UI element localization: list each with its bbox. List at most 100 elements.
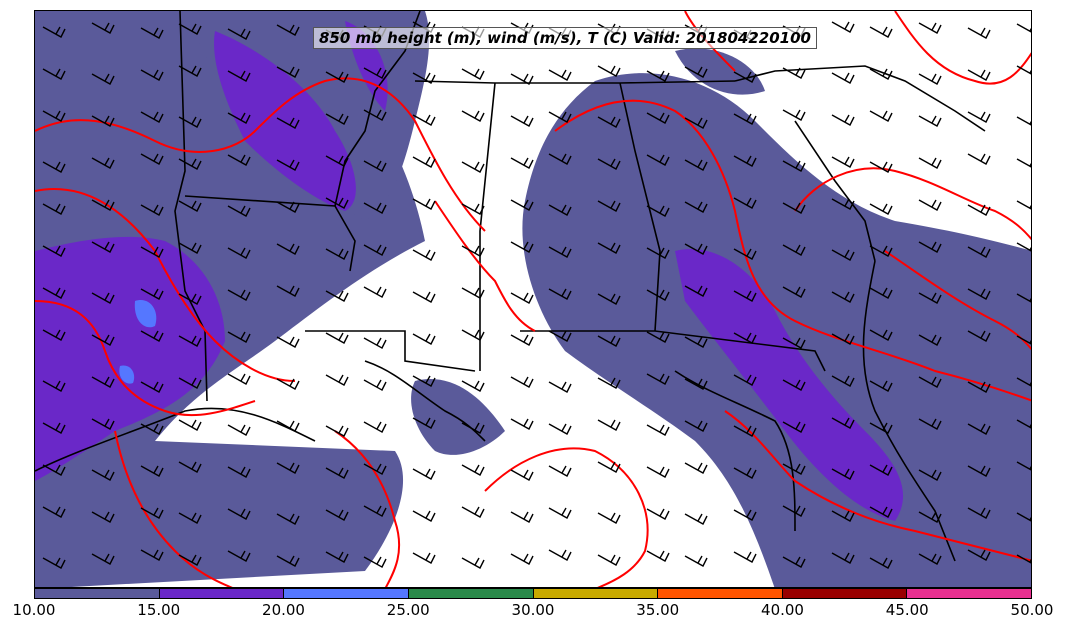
wind-barb bbox=[597, 419, 621, 431]
wind-barb bbox=[782, 463, 806, 475]
wind-barb bbox=[918, 511, 942, 523]
wind-barb bbox=[510, 469, 534, 481]
wind-barb bbox=[227, 28, 251, 40]
wind-barb bbox=[646, 331, 670, 343]
wind-barb bbox=[140, 153, 164, 165]
wind-barb bbox=[1016, 23, 1031, 33]
wind-barb bbox=[510, 157, 534, 169]
wind-barb bbox=[325, 332, 349, 344]
wind-barb bbox=[831, 198, 855, 210]
wind-barb bbox=[42, 161, 66, 173]
wind-barb bbox=[461, 161, 485, 173]
wind-barb bbox=[1016, 158, 1031, 168]
colorbar-tick-labels: 10.00 15.00 20.00 25.00 30.00 35.00 40.00 45.00… bbox=[0, 601, 1065, 627]
temperature-contour bbox=[484, 447, 649, 587]
wind-barb bbox=[733, 374, 757, 386]
temperature-contour bbox=[724, 410, 1031, 562]
wind-barb bbox=[597, 335, 621, 347]
wind-barb bbox=[91, 115, 115, 127]
wind-barb bbox=[967, 27, 991, 39]
wind-barb bbox=[178, 461, 202, 473]
wind-barb bbox=[684, 243, 708, 255]
wind-barb bbox=[227, 508, 251, 520]
wind-barb bbox=[831, 417, 855, 429]
wind-barb bbox=[91, 418, 115, 430]
wind-barb bbox=[869, 110, 893, 122]
wind-barb bbox=[918, 241, 942, 253]
wind-barb bbox=[869, 557, 893, 569]
wind-barb bbox=[684, 66, 708, 78]
wind-barb bbox=[548, 423, 572, 435]
colorbar-segment bbox=[658, 589, 783, 598]
wind-barb bbox=[967, 246, 991, 258]
wind-barb bbox=[782, 556, 806, 568]
shade-region-gulf bbox=[411, 379, 505, 455]
wind-barb bbox=[967, 507, 991, 519]
wind-barb bbox=[869, 287, 893, 299]
wind-barb bbox=[684, 336, 708, 348]
wind-barb bbox=[1016, 335, 1031, 345]
wind-barb bbox=[733, 551, 757, 563]
wind-barb bbox=[461, 287, 485, 299]
wind-barb bbox=[548, 111, 572, 123]
wind-barb bbox=[227, 154, 251, 166]
wind-barb bbox=[733, 332, 757, 344]
wind-barb bbox=[140, 27, 164, 39]
wind-barb bbox=[869, 329, 893, 341]
wind-barb bbox=[510, 376, 534, 388]
wind-barb bbox=[684, 201, 708, 213]
wind-barb bbox=[227, 466, 251, 478]
wind-barb bbox=[831, 375, 855, 387]
wind-barb bbox=[918, 334, 942, 346]
wind-barb bbox=[646, 289, 670, 301]
wind-barb bbox=[918, 199, 942, 211]
wind-barb bbox=[733, 467, 757, 479]
wind-barb bbox=[1016, 512, 1031, 522]
wind-barb bbox=[178, 242, 202, 254]
wind-barb bbox=[325, 248, 349, 260]
wind-barb bbox=[325, 425, 349, 437]
wind-barb bbox=[276, 243, 300, 255]
wind-barb bbox=[548, 507, 572, 519]
wind-barb bbox=[684, 555, 708, 567]
wind-barb bbox=[91, 469, 115, 481]
wind-barb bbox=[782, 109, 806, 121]
wind-barb bbox=[831, 72, 855, 84]
colorbar-segment bbox=[159, 589, 285, 598]
wind-barb bbox=[412, 72, 436, 84]
wind-barb bbox=[684, 285, 708, 297]
colorbar bbox=[34, 588, 1032, 599]
wind-barb bbox=[363, 67, 387, 79]
wind-barb bbox=[782, 505, 806, 517]
boundary-path bbox=[35, 407, 316, 472]
wind-barb bbox=[1016, 554, 1031, 564]
wind-barb bbox=[831, 333, 855, 345]
wind-barb bbox=[461, 329, 485, 341]
wind-barb bbox=[227, 373, 251, 385]
wind-barb bbox=[276, 24, 300, 36]
wind-barb bbox=[597, 512, 621, 524]
wind-barb bbox=[276, 462, 300, 474]
wind-barb bbox=[140, 69, 164, 81]
shade-max-2 bbox=[119, 365, 135, 384]
wind-barb bbox=[831, 249, 855, 261]
wind-barb bbox=[1016, 242, 1031, 252]
wind-barb bbox=[646, 154, 670, 166]
boundary-path bbox=[305, 330, 476, 372]
colorbar-tick-label: 45.00 bbox=[885, 601, 929, 619]
wind-barb bbox=[276, 66, 300, 78]
wind-barb bbox=[412, 114, 436, 126]
map-title: 850 mb height (m), wind (m/s), T (C) Val… bbox=[313, 27, 817, 49]
wind-barb bbox=[510, 241, 534, 253]
wind-barb bbox=[91, 73, 115, 85]
boundary-path bbox=[184, 195, 356, 272]
wind-barb bbox=[1016, 461, 1031, 471]
wind-barb bbox=[42, 506, 66, 518]
wind-barb bbox=[42, 422, 66, 434]
wind-barb bbox=[782, 379, 806, 391]
wind-barb bbox=[782, 286, 806, 298]
wind-barb bbox=[733, 425, 757, 437]
wind-barb bbox=[178, 116, 202, 128]
temperature-contour bbox=[894, 11, 1031, 85]
wind-barb bbox=[684, 513, 708, 525]
